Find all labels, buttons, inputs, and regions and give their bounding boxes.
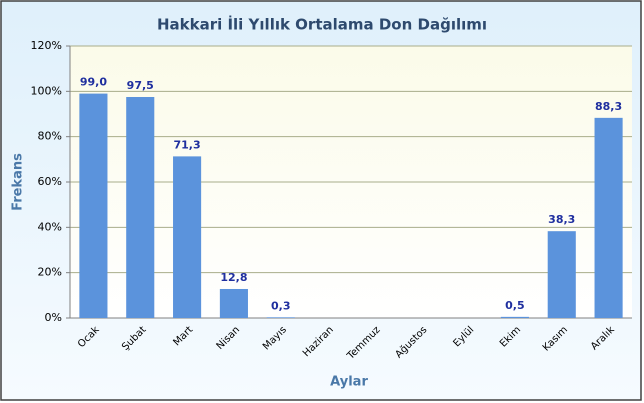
bar — [594, 117, 623, 318]
y-tick-label: 0% — [45, 311, 62, 324]
y-tick-label: 80% — [38, 130, 62, 143]
bar — [500, 316, 529, 318]
value-label: 71,3 — [174, 138, 201, 151]
bar — [266, 317, 295, 318]
x-axis-label: Aylar — [330, 375, 368, 390]
value-label: 97,5 — [127, 79, 154, 92]
value-label: 99,0 — [80, 76, 107, 89]
bar — [126, 97, 155, 318]
value-label: 88,3 — [595, 100, 622, 113]
bar — [79, 93, 108, 318]
y-tick-label: 100% — [31, 84, 62, 97]
y-tick-label: 60% — [38, 175, 62, 188]
y-tick-label: 40% — [38, 220, 62, 233]
value-label: 0,3 — [271, 299, 291, 312]
y-axis-label: Frekans — [11, 153, 26, 211]
y-tick-label: 120% — [31, 39, 62, 52]
bar — [219, 288, 248, 318]
value-label: 12,8 — [220, 271, 247, 284]
value-label: 0,5 — [505, 299, 525, 312]
y-tick-label: 20% — [38, 266, 62, 279]
bar — [547, 231, 576, 318]
bar — [173, 156, 202, 318]
value-label: 38,3 — [548, 213, 575, 226]
chart-title: Hakkari İli Yıllık Ortalama Don Dağılımı — [157, 15, 487, 34]
